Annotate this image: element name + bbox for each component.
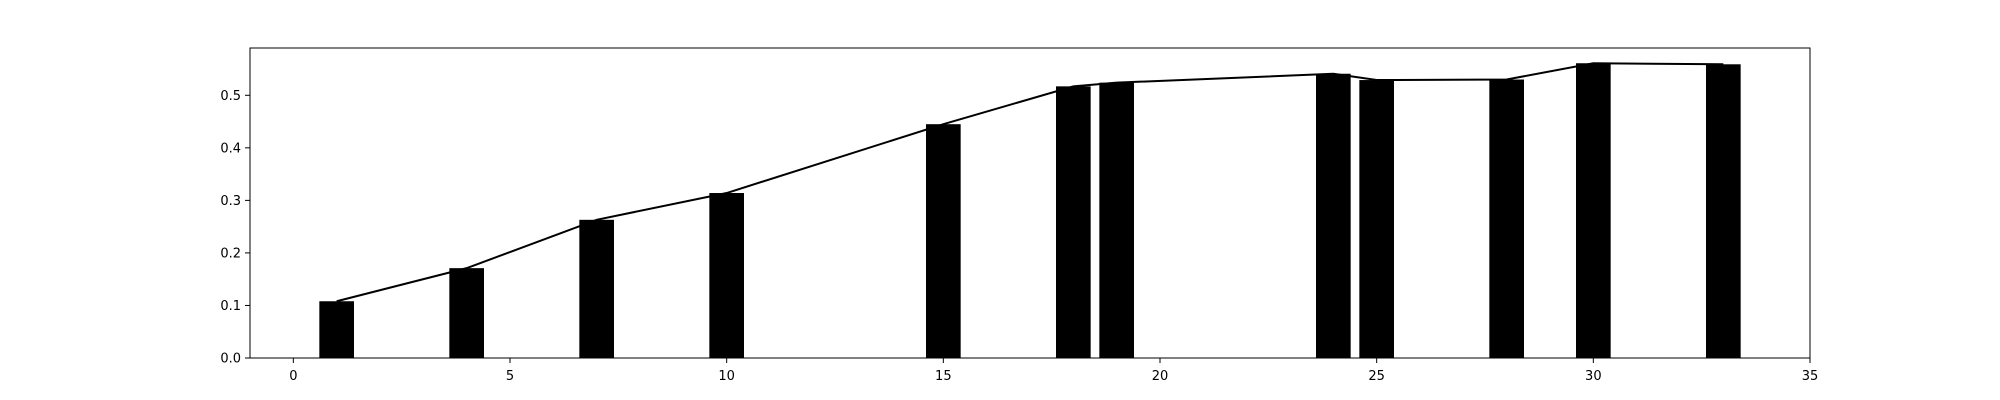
bar-3 xyxy=(709,193,744,358)
bar-2 xyxy=(579,219,614,358)
bar-10 xyxy=(1576,63,1611,358)
line-layer xyxy=(336,62,1724,303)
bar-8 xyxy=(1359,80,1394,359)
y-tick-label-0: 0.0 xyxy=(220,352,241,367)
bar-1 xyxy=(449,268,484,358)
bar-0 xyxy=(319,301,354,358)
y-tick-label-4: 0.4 xyxy=(220,141,241,156)
x-tick-label-5: 25 xyxy=(1368,369,1385,384)
x-axis-ticks: 0 5 10 15 20 25 30 35 xyxy=(289,358,1818,384)
y-tick-label-1: 0.1 xyxy=(220,299,241,314)
bar-9 xyxy=(1489,79,1524,358)
plot-frame xyxy=(249,47,1811,359)
y-tick-label-2: 0.2 xyxy=(220,246,241,261)
y-tick-label-5: 0.5 xyxy=(220,89,241,104)
x-tick-label-2: 10 xyxy=(718,369,735,384)
x-tick-label-0: 0 xyxy=(289,369,297,384)
bar-5 xyxy=(1056,86,1091,359)
bar-6 xyxy=(1099,82,1134,358)
bar-11 xyxy=(1706,64,1741,358)
trend-line xyxy=(336,62,1724,303)
y-tick-label-3: 0.3 xyxy=(220,194,241,209)
axes xyxy=(249,47,1811,359)
bar-4 xyxy=(926,124,961,359)
x-tick-label-6: 30 xyxy=(1585,369,1602,384)
bars xyxy=(319,63,1741,359)
y-axis-ticks: 0.0 0.1 0.2 0.3 0.4 0.5 xyxy=(220,89,250,367)
x-tick-label-4: 20 xyxy=(1152,369,1169,384)
x-tick-label-1: 5 xyxy=(506,369,514,384)
x-tick-label-3: 15 xyxy=(935,369,952,384)
bar-7 xyxy=(1316,73,1351,359)
x-tick-label-7: 35 xyxy=(1802,369,1819,384)
